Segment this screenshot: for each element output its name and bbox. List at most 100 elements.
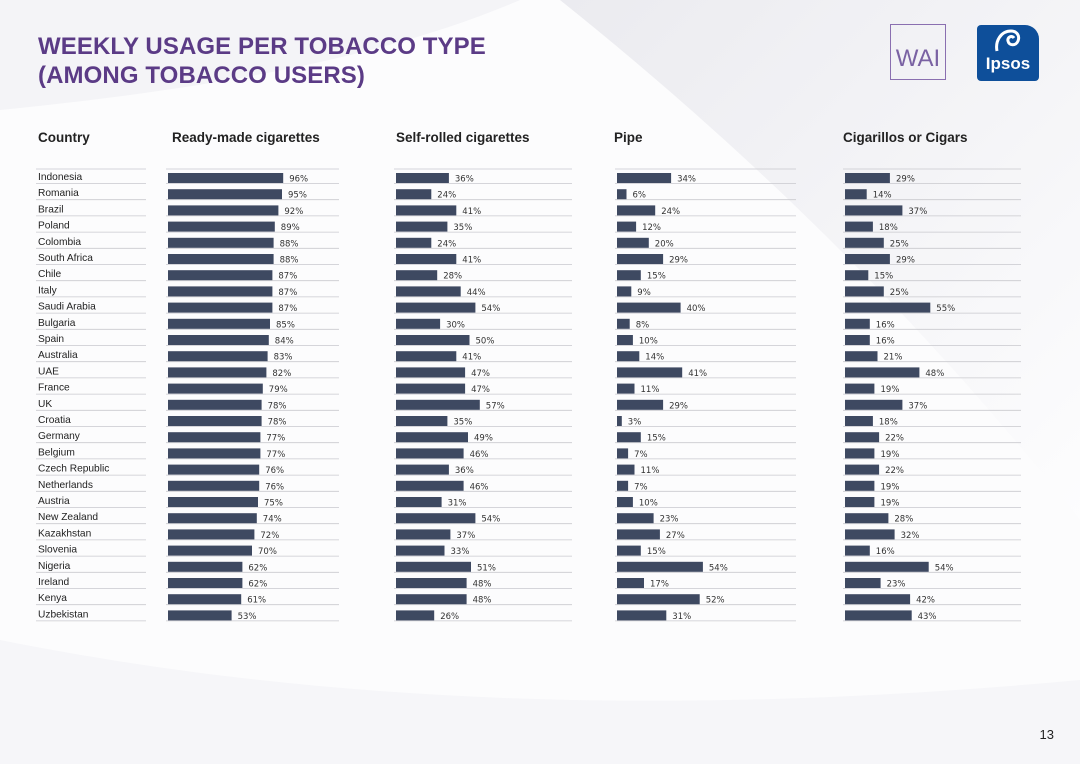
ipsos-logo: Ipsos bbox=[977, 25, 1039, 81]
bar-self-rolled bbox=[396, 318, 441, 329]
value-label-self-rolled: 41% bbox=[462, 207, 481, 217]
value-label-ready-made: 87% bbox=[278, 272, 297, 282]
value-label-self-rolled: 35% bbox=[453, 418, 472, 428]
bar-cigarillos bbox=[845, 513, 889, 524]
header-ready-made: Ready-made cigarettes bbox=[172, 130, 320, 145]
bar-cigarillos bbox=[845, 351, 878, 362]
bar-cigarillos bbox=[845, 464, 880, 475]
value-label-cigarillos: 55% bbox=[936, 304, 955, 314]
value-label-pipe: 40% bbox=[687, 304, 706, 314]
value-label-self-rolled: 54% bbox=[481, 515, 500, 525]
country-label: Spain bbox=[38, 334, 64, 345]
value-label-cigarillos: 18% bbox=[879, 418, 898, 428]
value-label-ready-made: 89% bbox=[281, 223, 300, 233]
bar-self-rolled bbox=[396, 221, 448, 232]
bar-self-rolled bbox=[396, 173, 449, 183]
bar-pipe bbox=[617, 335, 633, 345]
country-label: South Africa bbox=[38, 253, 93, 264]
bar-cigarillos bbox=[845, 318, 870, 329]
value-label-ready-made: 85% bbox=[276, 320, 295, 330]
value-label-self-rolled: 30% bbox=[446, 320, 465, 330]
value-label-cigarillos: 15% bbox=[874, 272, 893, 282]
country-label: Chile bbox=[38, 269, 62, 280]
value-label-pipe: 6% bbox=[633, 191, 647, 201]
value-label-pipe: 12% bbox=[642, 223, 661, 233]
bar-pipe bbox=[617, 578, 644, 588]
value-label-cigarillos: 28% bbox=[894, 515, 913, 525]
value-label-pipe: 9% bbox=[637, 288, 651, 298]
bar-cigarillos bbox=[845, 335, 870, 345]
bar-ready-made bbox=[168, 513, 257, 524]
ipsos-swirl-icon bbox=[995, 29, 1021, 52]
bar-ready-made bbox=[168, 254, 274, 264]
bar-pipe bbox=[617, 480, 629, 491]
bar-pipe bbox=[617, 513, 654, 524]
value-label-cigarillos: 16% bbox=[876, 547, 895, 557]
value-label-ready-made: 76% bbox=[265, 466, 284, 476]
bar-ready-made bbox=[168, 578, 243, 588]
value-label-self-rolled: 48% bbox=[473, 580, 492, 590]
country-label: Slovenia bbox=[38, 545, 77, 556]
value-label-cigarillos: 19% bbox=[881, 482, 900, 492]
bar-cigarillos bbox=[845, 237, 884, 248]
value-label-pipe: 14% bbox=[645, 353, 664, 363]
bar-pipe bbox=[617, 237, 649, 248]
bar-self-rolled bbox=[396, 497, 442, 507]
bar-self-rolled bbox=[396, 335, 470, 345]
bar-self-rolled bbox=[396, 448, 464, 459]
bar-pipe bbox=[617, 302, 681, 313]
bar-cigarillos bbox=[845, 383, 875, 394]
country-header: Country bbox=[38, 130, 90, 145]
bar-pipe bbox=[617, 189, 627, 200]
value-label-cigarillos: 42% bbox=[916, 596, 935, 606]
value-label-self-rolled: 51% bbox=[477, 563, 496, 573]
country-label: Italy bbox=[38, 285, 58, 296]
header-pipe: Pipe bbox=[614, 130, 643, 145]
bar-self-rolled bbox=[396, 529, 451, 540]
bar-self-rolled bbox=[396, 578, 467, 588]
bar-ready-made bbox=[168, 367, 267, 378]
value-label-cigarillos: 23% bbox=[887, 580, 906, 590]
bar-self-rolled bbox=[396, 270, 438, 281]
value-label-ready-made: 96% bbox=[289, 175, 308, 185]
country-label: Romania bbox=[38, 188, 79, 199]
value-label-cigarillos: 16% bbox=[876, 337, 895, 347]
bar-pipe bbox=[617, 561, 703, 572]
bar-pipe bbox=[617, 205, 656, 216]
value-label-self-rolled: 49% bbox=[474, 434, 493, 444]
value-label-self-rolled: 35% bbox=[453, 223, 472, 233]
bar-cigarillos bbox=[845, 594, 911, 605]
bar-ready-made bbox=[168, 302, 273, 313]
bar-pipe bbox=[617, 270, 641, 281]
bar-pipe bbox=[617, 448, 629, 459]
country-label: Colombia bbox=[38, 237, 81, 248]
bar-cigarillos bbox=[845, 270, 869, 281]
value-label-self-rolled: 50% bbox=[476, 337, 495, 347]
country-label: UAE bbox=[38, 366, 59, 377]
value-label-ready-made: 61% bbox=[247, 596, 266, 606]
bar-ready-made bbox=[168, 480, 260, 491]
bar-self-rolled bbox=[396, 480, 464, 491]
value-label-cigarillos: 18% bbox=[879, 223, 898, 233]
value-label-pipe: 3% bbox=[628, 418, 642, 428]
bar-cigarillos bbox=[845, 480, 875, 491]
bar-cigarillos bbox=[845, 173, 890, 183]
value-label-cigarillos: 22% bbox=[885, 434, 904, 444]
value-label-pipe: 34% bbox=[677, 175, 696, 185]
country-label: Netherlands bbox=[38, 480, 93, 491]
bar-cigarillos bbox=[845, 416, 873, 426]
bar-self-rolled bbox=[396, 399, 480, 410]
value-label-ready-made: 87% bbox=[278, 288, 297, 298]
bar-pipe bbox=[617, 254, 664, 264]
bar-self-rolled bbox=[396, 464, 449, 475]
bar-pipe bbox=[617, 367, 683, 378]
country-label: Ireland bbox=[38, 577, 69, 588]
value-label-ready-made: 53% bbox=[238, 612, 257, 622]
bar-ready-made bbox=[168, 497, 258, 507]
bar-cigarillos bbox=[845, 578, 881, 588]
value-label-self-rolled: 46% bbox=[470, 482, 489, 492]
value-label-ready-made: 82% bbox=[272, 369, 291, 379]
header-self-rolled: Self-rolled cigarettes bbox=[396, 130, 530, 145]
bar-self-rolled bbox=[396, 205, 457, 216]
